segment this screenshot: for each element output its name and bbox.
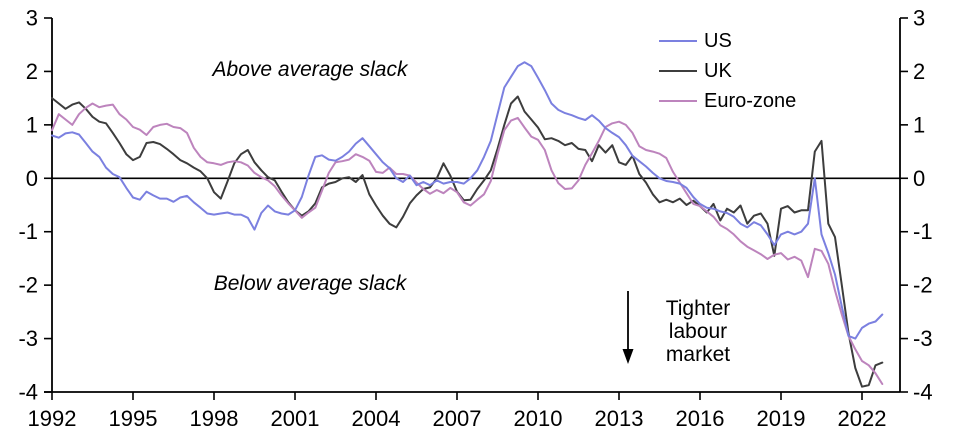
- down-arrow-icon: [622, 349, 634, 364]
- y-axis-tick-label-right: -4: [913, 380, 933, 405]
- y-axis-tick-label-left: 3: [26, 6, 38, 31]
- x-axis-tick-label: 2022: [838, 406, 887, 431]
- euro-zone-line-swatch-icon: [659, 100, 697, 102]
- x-axis-tick-label: 2004: [352, 406, 401, 431]
- legend-item-uk: UK: [659, 56, 796, 86]
- x-axis-tick-label: 2001: [271, 406, 320, 431]
- x-axis-tick-label: 2007: [433, 406, 482, 431]
- y-axis-tick-label-left: 2: [26, 59, 38, 84]
- x-axis-tick-label: 2013: [595, 406, 644, 431]
- y-axis-tick-label-left: -4: [18, 380, 38, 405]
- x-axis-tick-label: 2019: [757, 406, 806, 431]
- series-line-euro-zone: [51, 102, 884, 385]
- y-axis-tick-label-right: -2: [913, 273, 933, 298]
- series-line-uk: [51, 95, 884, 388]
- y-axis-tick-label-right: 0: [913, 166, 925, 191]
- x-axis-tick-label: 1992: [28, 406, 77, 431]
- annotation-below-average-slack: Below average slack: [213, 272, 407, 295]
- legend-label-euro-zone: Euro-zone: [704, 89, 797, 112]
- x-axis-tick-label: 1998: [190, 406, 239, 431]
- uk-line-swatch-icon: [659, 70, 697, 72]
- x-axis-tick-label: 2016: [676, 406, 725, 431]
- y-axis-tick-label-left: -3: [18, 326, 38, 351]
- series-line-us: [51, 61, 884, 340]
- y-axis-tick-label-right: -3: [913, 326, 933, 351]
- y-axis-tick-label-left: 1: [26, 112, 38, 137]
- legend-label-us: US: [704, 29, 732, 52]
- legend: US UK Euro-zone: [659, 26, 796, 116]
- y-axis-tick-label-left: -1: [18, 219, 38, 244]
- legend-label-uk: UK: [704, 59, 732, 82]
- y-axis-tick-label-right: 3: [913, 6, 925, 31]
- y-axis-tick-label-right: -1: [913, 219, 933, 244]
- y-axis-tick-label-right: 2: [913, 59, 925, 84]
- x-axis-tick-label: 1995: [109, 406, 158, 431]
- x-axis-tick-label: 2010: [514, 406, 563, 431]
- annotation-above-average-slack: Above average slack: [212, 58, 408, 81]
- legend-item-euro-zone: Euro-zone: [659, 86, 796, 116]
- annotation-tighter-labour-market: Tighter labour market: [665, 297, 731, 366]
- us-line-swatch-icon: [659, 40, 697, 42]
- legend-item-us: US: [659, 26, 796, 56]
- y-axis-tick-label-left: 0: [26, 166, 38, 191]
- y-axis-tick-label-right: 1: [913, 112, 925, 137]
- y-axis-tick-label-left: -2: [18, 273, 38, 298]
